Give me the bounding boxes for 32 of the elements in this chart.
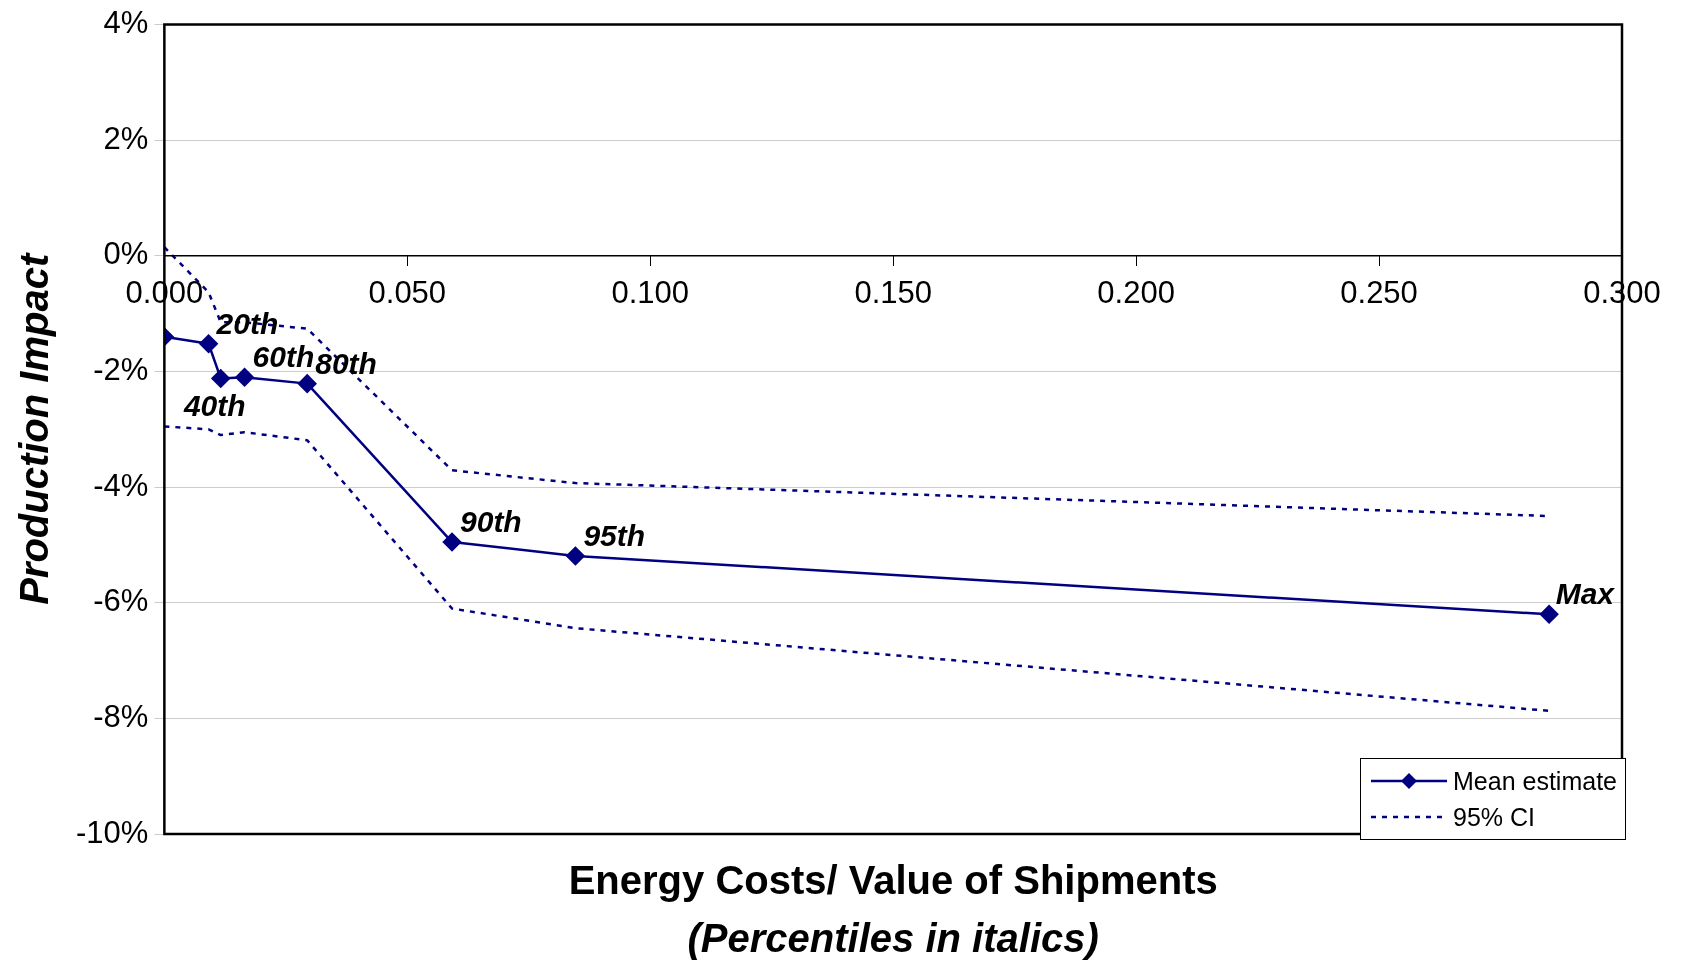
point xyxy=(199,334,218,353)
y-tick-label: -10% xyxy=(75,814,149,850)
annotation: 20th xyxy=(215,306,279,340)
y-tick-label: 0% xyxy=(103,236,149,272)
legend-label: Mean estimate xyxy=(1453,766,1617,796)
y-tick-label: 4% xyxy=(103,5,149,41)
y-tick-label: -6% xyxy=(93,583,149,619)
line-series xyxy=(164,425,1551,713)
y-tick-label: -8% xyxy=(93,698,149,734)
y-tick-label: -4% xyxy=(93,467,149,503)
x-tick-label: 0.100 xyxy=(611,275,690,310)
y-axis-title: Production Impact xyxy=(12,252,56,605)
annotation: 80th xyxy=(315,346,377,380)
y-tick-label: -2% xyxy=(93,352,149,388)
x-tick-label: 0.250 xyxy=(1340,275,1418,310)
point xyxy=(1539,605,1559,624)
x-tick-label: 0.050 xyxy=(368,275,447,310)
point xyxy=(235,368,254,387)
annotation: 40th xyxy=(182,389,246,423)
point xyxy=(442,532,462,552)
legend-label: 95% CI xyxy=(1453,802,1536,832)
annotation: 95th xyxy=(583,518,646,552)
y-tick-label: 2% xyxy=(103,120,149,156)
annotation: 90th xyxy=(460,505,522,539)
point xyxy=(297,374,317,393)
annotation: Max xyxy=(1555,577,1616,611)
point xyxy=(211,369,230,388)
x-tick-label: 0.150 xyxy=(854,275,932,310)
point xyxy=(566,546,585,566)
x-axis-title: Energy Costs/ Value of Shipments (Percentiles in italics) xyxy=(568,858,1218,960)
x-tick-label: 0.200 xyxy=(1097,275,1175,310)
annotation: 60th xyxy=(252,340,315,374)
